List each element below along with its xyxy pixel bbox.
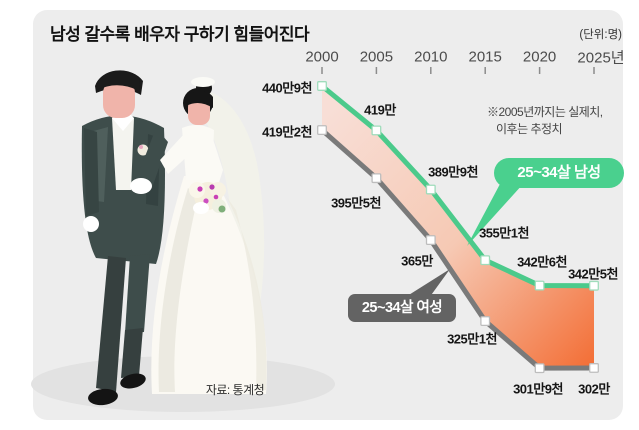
estimate-note-line1: ※2005년까지는 실제치, [487, 105, 603, 119]
estimate-note-line2: 이후는 추정치 [496, 122, 563, 136]
estimate-note: ※2005년까지는 실제치, 이후는 추정치 [487, 104, 603, 138]
bouquet [189, 182, 226, 214]
men-value-label-2005: 419만 [364, 102, 396, 118]
x-tick-label-2015: 2015 [468, 48, 502, 66]
source-label: 자료: 통계청 [205, 383, 265, 397]
men-marker [480, 255, 491, 266]
women-value-label-2000: 419만2천 [262, 124, 312, 140]
men-marker [534, 280, 545, 291]
legend-women-badge: 25~34살 여성 [348, 294, 456, 322]
women-marker [480, 316, 491, 327]
x-tick-label-2020: 2020 [522, 48, 557, 66]
men-marker [589, 280, 599, 291]
women-callout-tail [404, 269, 450, 298]
women-marker [534, 363, 545, 374]
x-tick-label-2010: 2010 [414, 48, 448, 66]
men-value-label-2010: 389만9천 [428, 164, 478, 180]
men-value-label-2000: 440만9천 [262, 80, 312, 96]
x-tick-label-2000: 2000 [305, 48, 339, 66]
women-value-label-2020: 301만9천 [513, 381, 563, 397]
men-line [319, 83, 597, 289]
women-line [319, 127, 597, 371]
men-value-label-2020: 342만6천 [517, 254, 567, 270]
men-callout-tail [467, 184, 523, 246]
men-marker [425, 184, 436, 195]
legend-men-badge: 25~34살 남성 [494, 158, 624, 188]
women-marker [425, 235, 436, 246]
men-value-label-2015: 355만1천 [479, 225, 529, 241]
men-marker [317, 81, 327, 91]
women-marker [371, 173, 382, 184]
women-value-label-2010: 365만 [401, 253, 433, 269]
page-title: 남성 갈수록 배우자 구하기 힘들어진다 [50, 25, 310, 44]
bride-figure [151, 77, 267, 394]
x-tick-label-2025: 2025년 [577, 49, 625, 67]
unit-label: (단위:명) [579, 29, 622, 41]
women-value-label-2005: 395만5천 [331, 195, 381, 211]
women-value-label-2015: 325만1천 [447, 331, 497, 347]
women-marker [317, 125, 327, 136]
men-value-label-2025: 342만5천 [568, 266, 618, 282]
women-value-label-2025: 302만 [578, 381, 610, 397]
groom-figure [81, 70, 168, 406]
men-marker [371, 125, 382, 136]
x-tick-label-2005: 2005 [359, 48, 394, 66]
women-marker [589, 363, 599, 373]
